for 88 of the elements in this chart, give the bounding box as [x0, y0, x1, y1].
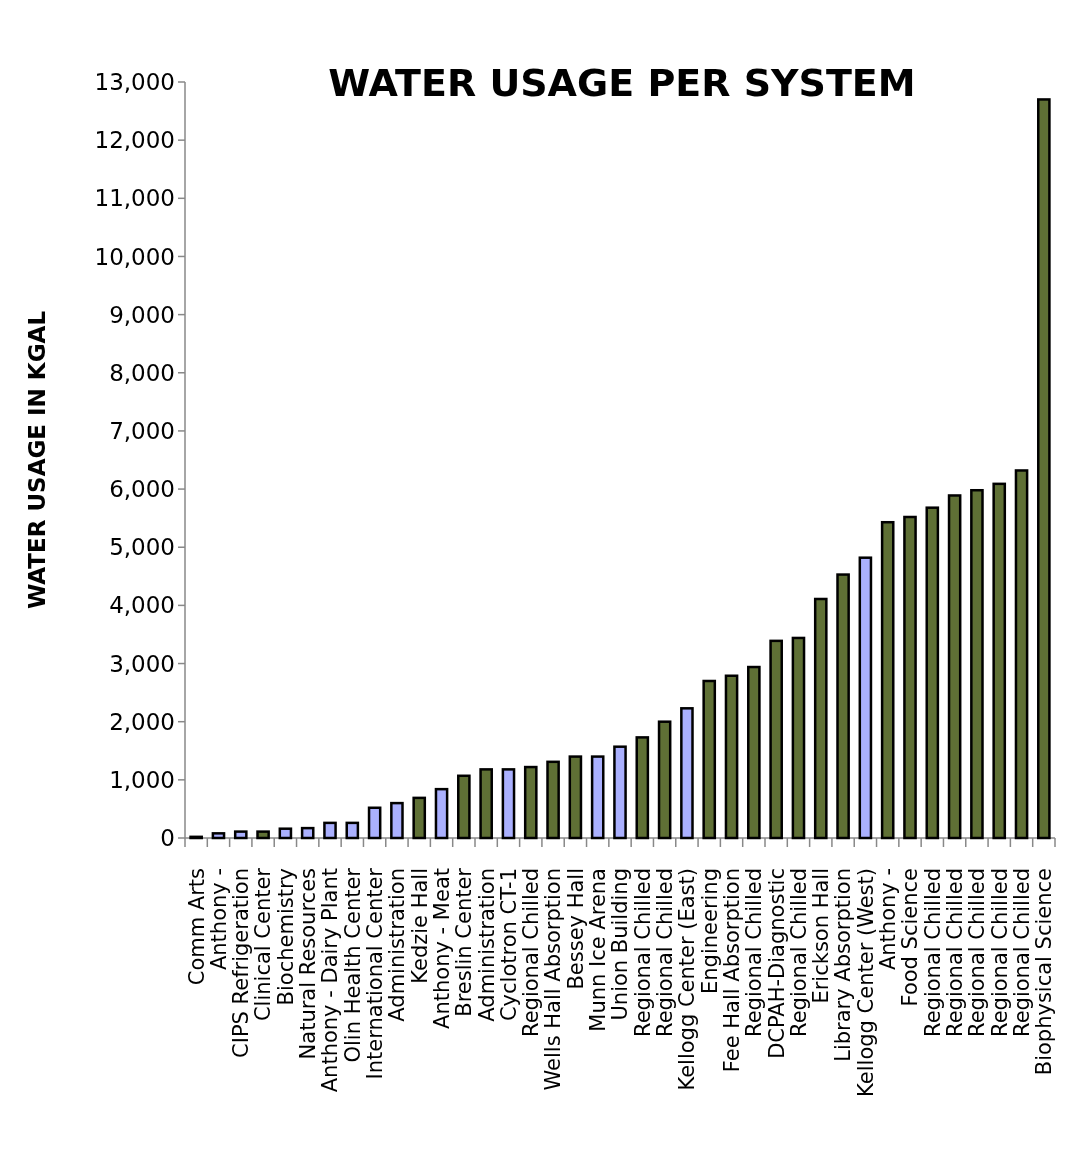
x-tick-label: Kellogg Center (West) [853, 868, 878, 1097]
x-tick-label: Kellogg Center (East) [675, 868, 700, 1091]
bar [457, 774, 471, 840]
x-tick-label: Engineering [697, 868, 722, 994]
bar [568, 755, 583, 840]
x-tick-label: Union Building [608, 868, 633, 1021]
bar [434, 787, 449, 840]
x-tick-label: Regional Chilled [987, 868, 1012, 1037]
x-tick-label: Anthony - Dairy Plant [318, 868, 343, 1093]
y-tick-label: 3,000 [109, 650, 175, 677]
x-tick-label: Bessey Hall [563, 868, 588, 990]
x-tick-label: CIPS Refrigeration [229, 868, 254, 1058]
x-tick-label: Anthony - [206, 868, 231, 971]
x-tick-label: Library Absorption [831, 868, 856, 1062]
x-tick-label: Breslin Center [452, 867, 477, 1017]
x-tick-label: Regional Chilled [965, 868, 990, 1037]
y-tick-label: 0 [160, 825, 175, 852]
y-tick-label: 1,000 [109, 766, 175, 793]
x-tick-label: Comm Arts [184, 868, 209, 986]
bar [323, 821, 337, 840]
bar [880, 520, 895, 840]
bar [970, 488, 984, 840]
x-tick-label: Olin Health Center [340, 867, 365, 1063]
y-tick-label: 13,000 [94, 69, 175, 96]
x-tick-label: Regional Chilled [742, 868, 767, 1037]
y-tick-label: 5,000 [109, 534, 175, 561]
bar [947, 494, 962, 840]
bar [992, 482, 1007, 840]
bar [635, 736, 650, 840]
bar [345, 821, 360, 840]
y-tick-label: 6,000 [109, 476, 175, 503]
bar [769, 639, 783, 840]
x-tick-label: Wells Hall Absorption [541, 868, 566, 1091]
x-tick-label: Regional Chilled [630, 868, 655, 1037]
x-tick-label: Erickson Hall [809, 868, 834, 1004]
x-tick-label: Food Science [898, 868, 923, 1007]
bar [903, 515, 917, 840]
bar [256, 830, 270, 840]
bar [858, 556, 873, 840]
y-tick-label: 10,000 [94, 243, 175, 270]
bar [390, 801, 404, 840]
x-tick-label: Administration [474, 868, 499, 1022]
y-tick-label: 7,000 [109, 417, 175, 444]
x-tick-label: Cyclotron CT-1 [496, 868, 521, 1022]
bar [1037, 98, 1051, 840]
bar [724, 674, 739, 840]
bar [479, 768, 493, 840]
x-tick-label: International Center [362, 867, 387, 1080]
bar [657, 720, 672, 840]
x-tick-label: Administration [385, 868, 410, 1022]
bar [278, 827, 293, 840]
chart-title: WATER USAGE PER SYSTEM [328, 61, 916, 105]
x-tick-label: Anthony - Meat [429, 868, 454, 1029]
y-tick-label: 9,000 [109, 301, 175, 328]
x-tick-label: Regional Chilled [519, 868, 544, 1037]
x-tick-label: Natural Resources [296, 868, 321, 1060]
y-axis-title: WATER USAGE IN KGAL [24, 310, 50, 610]
bar [813, 597, 828, 840]
bar [211, 832, 226, 840]
bar [546, 760, 560, 840]
bar [1014, 469, 1029, 840]
bar [747, 665, 761, 840]
bar [233, 830, 248, 840]
bar [702, 679, 717, 840]
bar [412, 796, 427, 840]
x-tick-label: Clinical Center [251, 867, 276, 1022]
bar [791, 636, 806, 840]
x-tick-label: Kedzie Hall [407, 868, 432, 984]
y-tick-label: 11,000 [94, 185, 175, 212]
bar [367, 806, 382, 840]
y-tick-label: 4,000 [109, 592, 175, 619]
bar [836, 573, 850, 840]
x-tick-label: Anthony - [876, 868, 901, 971]
bar [523, 765, 538, 840]
y-tick-label: 2,000 [109, 708, 175, 735]
x-tick-label: DCPAH-Diagnostic [764, 868, 789, 1059]
x-tick-label: Biophysical Science [1032, 868, 1057, 1076]
y-tick-label: 12,000 [94, 127, 175, 154]
y-tick-label: 8,000 [109, 359, 175, 386]
x-tick-label: Regional Chilled [920, 868, 945, 1037]
x-tick-label: Munn Ice Arena [586, 868, 611, 1032]
bar [680, 707, 694, 840]
bar [590, 755, 605, 840]
bar [501, 768, 516, 840]
bar [925, 506, 940, 840]
bar [613, 745, 627, 840]
bar [300, 826, 315, 840]
x-tick-label: Biochemistry [273, 868, 298, 1006]
